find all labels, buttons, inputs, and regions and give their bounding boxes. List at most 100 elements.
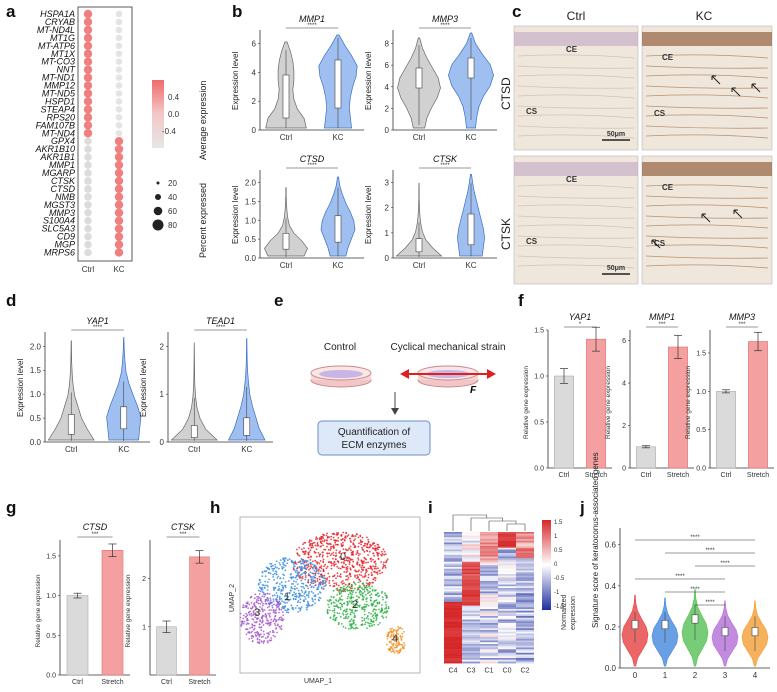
violin-ytick: 0 [160,438,165,447]
label-ce: CE [566,175,578,184]
panel-label-h: h [210,498,220,517]
violin-ytick: 1 [160,390,165,399]
panel-a-dot-ctrl [84,224,92,233]
panel-a-dot-ctrl [84,137,92,145]
bar-sig: *** [91,532,99,538]
panel-a-dot-kc [114,224,124,233]
panel-a-dot-kc [115,82,123,89]
bar-ytick: 0.0 [534,466,544,473]
panel-label-c: c [512,2,521,21]
violin-title: TEAD1 [206,316,235,326]
bar-xtick: Ctrl [641,472,652,479]
panel-a-gene-label: MT-ND4L [37,25,75,35]
violin-ytick: 4 [385,83,390,92]
panel-a-dot-ctrl [83,73,93,82]
panel-a-gene-label: MT1X [51,49,76,59]
umap-xlabel: UMAP_1 [304,678,332,685]
label-cs: CS [526,237,538,246]
arrow-marker [701,213,711,223]
violin-box [751,627,759,637]
violin-xtick: 4 [753,671,758,680]
violin-ytick: 0 [252,126,257,135]
bar-ylabel: Relative gene expression [523,366,530,439]
panel-a-dot-ctrl [83,89,93,98]
panel-a-dot-kc [114,184,124,194]
strain-arrow-head-right [487,369,496,379]
violin-xtick: KC [241,445,252,454]
violin-xtick: Ctrl [65,445,78,454]
violin-box [467,57,475,79]
panel-a-dot-kc [114,192,124,202]
pct-tick-60: 60 [168,207,177,216]
panel-label-i: i [428,498,433,517]
panel-a-dot-ctrl [84,153,92,161]
panel-a-gene-label: MT-CO3 [41,57,75,67]
panel-a-dot-kc [115,42,123,50]
result-line-2: ECM enzymes [341,440,406,451]
violin-ytick: 3 [385,179,390,188]
expr-legend-title: Average expression [198,81,208,160]
heatmap-legend-tick: -0.5 [554,576,565,582]
violin-ytick: 0.0 [245,254,257,263]
panel-a-dot-ctrl [84,177,92,185]
heatmap-legend-tick: 0.5 [554,548,563,554]
panel-a-gene-label: MGP [54,240,75,250]
panel-b-ctsd-violin: CTSD 0.0 0.5 1.0 1.5 2.0 Expression level Ctrl K… [231,154,364,270]
bar-ytick: 4 [622,381,626,388]
panel-a-gene-label: NNT [57,65,77,75]
violin-title: MMP1 [299,14,325,24]
violin-title: MMP3 [432,14,458,24]
bar-ytick: 1.0 [534,374,544,381]
violin-box [691,614,699,624]
panel-a-dot-ctrl [84,145,92,153]
panel-a-dot-kc [114,216,124,225]
panel-a-gene-label: HSPA1A [40,9,75,19]
violin-ytick: 1.0 [30,390,42,399]
violin-ytick: 4 [252,68,257,77]
bar-ytick: 1.5 [696,351,706,358]
bar-ytick: 0.0 [46,673,56,680]
label-ce: CE [662,53,674,62]
panel-b-ctsk-violin: CTSK 0 1 2 3 Expression level Ctrl KC **** [364,154,497,270]
umap-ylabel: UMAP_2 [229,584,236,612]
violin-title: YAP1 [86,316,109,326]
bar [156,626,177,676]
panel-a-dot-kc [114,152,124,162]
violin-ytick: 0.0 [30,438,42,447]
violin-ytick: 2 [385,104,390,113]
panel-a-dot-kc [115,34,123,42]
panel-e-strain-label: Cyclical mechanical strain [390,342,505,353]
panel-a-gene-label: AKR1B10 [34,144,75,154]
scale-bar-label: 50μm [607,265,625,272]
umap-cluster-3: 3 [254,607,260,619]
panel-a-dot-ctrl [83,129,93,138]
violin-box [243,417,251,436]
violin-xtick: KC [465,133,476,142]
panel-a-gene-label: CD9 [57,232,75,242]
violin-box [467,213,475,246]
panel-a-dot-ctrl [84,232,92,241]
panel-a-group-kc: KC [113,265,124,274]
violin-box [67,414,75,435]
panel-a-dot-kc [115,90,123,97]
bar-sig: *** [738,322,746,328]
violin-box [631,620,639,630]
pct-tick-40: 40 [168,193,177,202]
bar-xtick: Stretch [101,679,123,686]
panel-a-dot-kc [115,50,123,58]
bar-xtick: Ctrl [721,472,732,479]
violin-xtick: 0 [633,671,638,680]
umap-cluster-4: 4 [392,633,398,645]
violin-xtick: KC [332,261,343,270]
panel-a-gene-label: MRPS6 [44,248,75,258]
bar-sig: * [579,322,582,328]
violin-ytick: 2 [252,97,257,106]
panel-a-dot-ctrl [83,57,93,66]
violin-ytick: 0 [385,126,390,135]
bar [748,341,768,469]
violin-shape [395,182,443,257]
panel-a-gene-label: STEAP4 [40,104,75,114]
panel-a-dot-ctrl [84,169,92,177]
panel-a-dot-kc [115,114,123,121]
